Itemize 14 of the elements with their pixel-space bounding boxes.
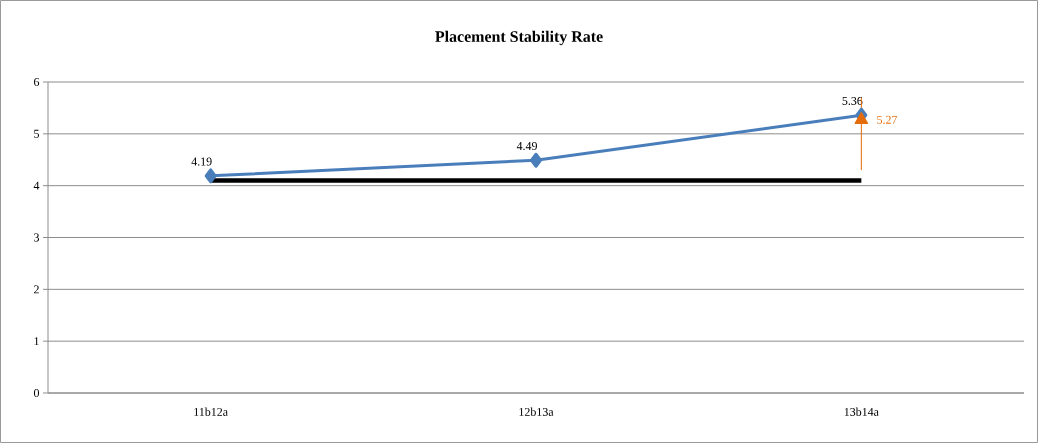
data-label: 5.27 <box>877 115 898 124</box>
chart-title: Placement Stability Rate <box>435 30 603 46</box>
y-tick-label: 4 <box>33 181 40 190</box>
x-tick-label: 12b13a <box>519 407 554 416</box>
y-tick-label: 0 <box>33 388 40 398</box>
y-tick-label: 5 <box>34 129 40 138</box>
y-tick-label: 2 <box>34 285 39 294</box>
y-tick-label: 1 <box>34 337 39 346</box>
data-label: 4.49 <box>516 141 537 151</box>
data-label: 4.19 <box>191 157 212 166</box>
x-tick-label: 13b14a <box>844 407 879 416</box>
y-tick-label: 3 <box>34 233 40 242</box>
x-tick-label: 11b12a <box>194 407 228 416</box>
y-tick-label: 6 <box>34 77 40 87</box>
